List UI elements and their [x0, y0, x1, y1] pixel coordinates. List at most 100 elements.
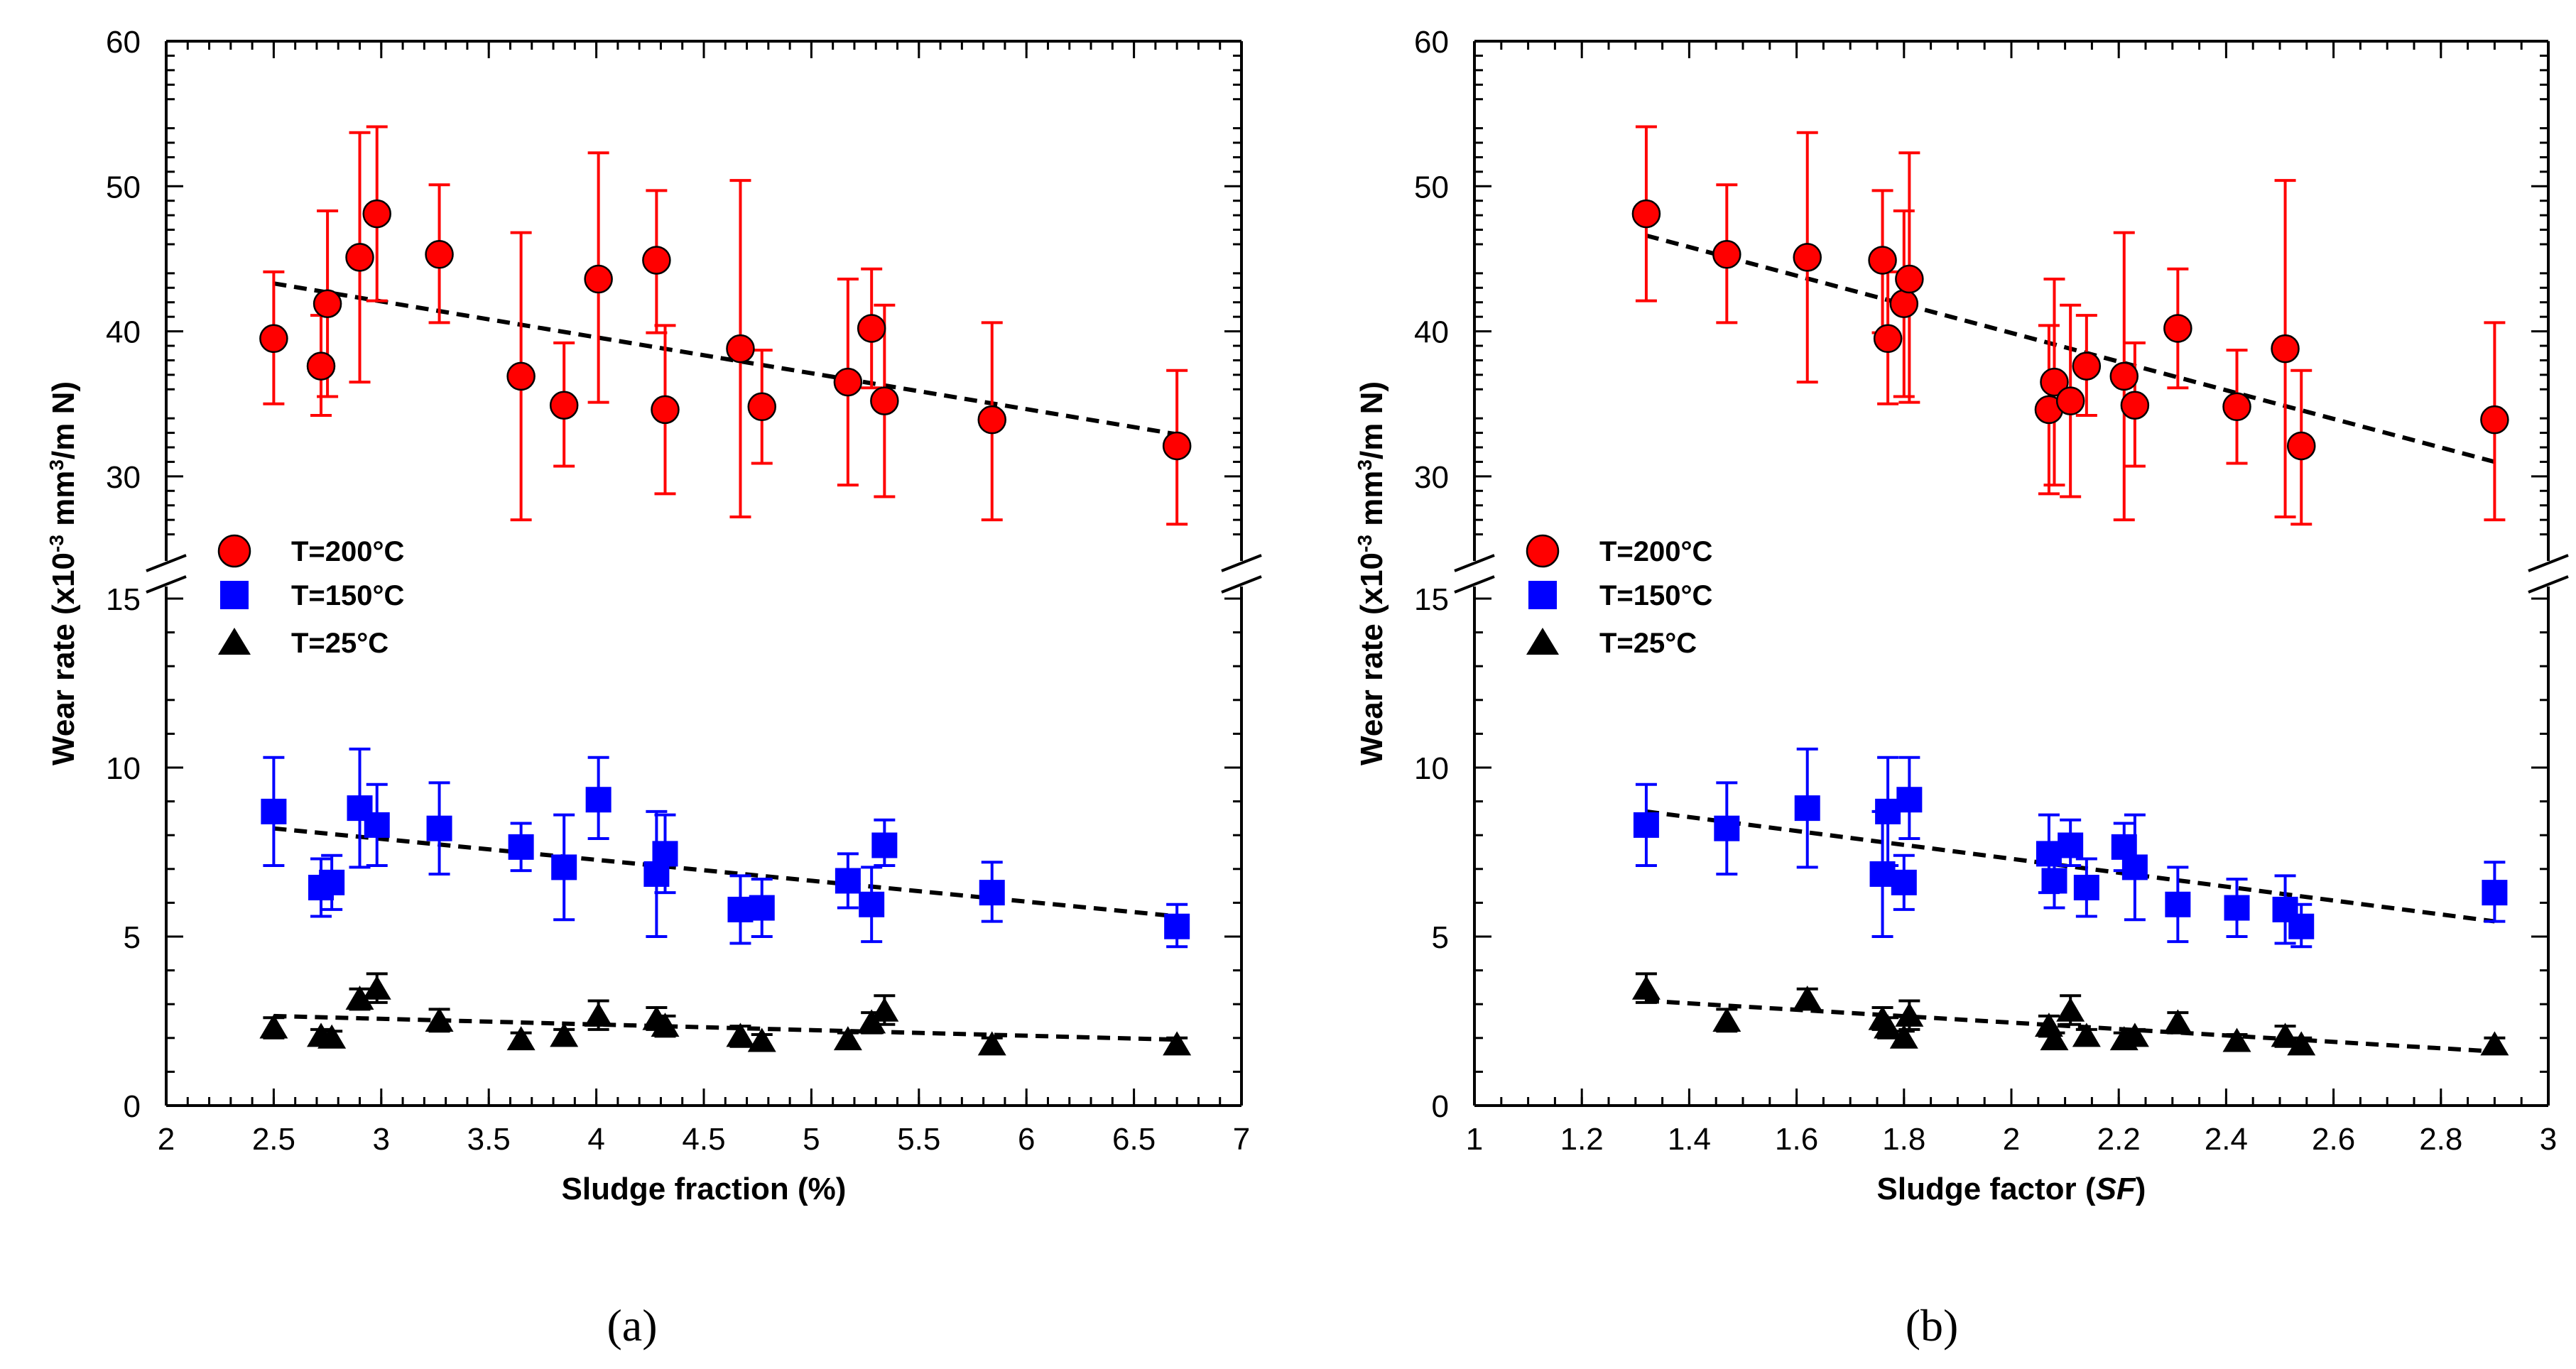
data-point — [2056, 997, 2085, 1022]
data-point — [2271, 1022, 2300, 1047]
data-point — [726, 1022, 755, 1047]
x-tick-label: 7 — [1233, 1122, 1250, 1157]
panel-label: (a) — [607, 1300, 657, 1351]
data-point — [364, 812, 390, 838]
series-square — [261, 747, 1190, 949]
x-axis-label-text: Sludge factor ( — [1877, 1172, 2096, 1206]
data-point — [1895, 1002, 1924, 1027]
data-point — [2121, 854, 2148, 880]
data-point — [261, 798, 287, 824]
data-point — [2058, 832, 2084, 858]
data-point — [1794, 795, 1820, 822]
axis-break-mark — [2528, 554, 2569, 572]
x-tick-label: 1.4 — [1668, 1122, 1711, 1157]
data-point — [2163, 1009, 2192, 1034]
x-tick-label: 3 — [373, 1122, 390, 1157]
x-tick-label: 1.6 — [1775, 1122, 1818, 1157]
chart-panel-b: 1 1.2 1.4 1.6 1.8 2 2.2 2.4 2.6 2.8 3 30 40 50 60 0 5 10 1… — [1354, 25, 2569, 1351]
data-point — [313, 289, 342, 319]
y-tick-label: 50 — [1414, 170, 1449, 204]
data-point — [1164, 913, 1190, 939]
x-tick-label: 2 — [158, 1122, 175, 1157]
legend-label: T=150°C — [291, 580, 404, 611]
y-axis-label-part: Wear rate (x10 — [46, 552, 81, 765]
y-tick-label: 50 — [106, 170, 141, 204]
panel-label: (b) — [1906, 1300, 1959, 1351]
x-tick-label: 4 — [587, 1122, 604, 1157]
data-point — [1889, 1024, 1918, 1049]
y-tick-label: 0 — [124, 1089, 141, 1124]
y-axis-label-part: /m N) — [46, 381, 81, 459]
data-point — [345, 243, 374, 272]
data-point — [1793, 986, 1822, 1010]
data-point — [1891, 869, 1917, 895]
x-tick-label: 3.5 — [467, 1122, 511, 1157]
data-point — [2286, 431, 2316, 461]
legend: T=200°C T=150°C T=25°C — [217, 534, 404, 659]
trend-line — [273, 1013, 1178, 1042]
legend-marker — [217, 534, 251, 568]
data-point — [1712, 1008, 1741, 1032]
data-point — [833, 367, 863, 397]
data-point — [1889, 289, 1919, 319]
x-tick-label: 5 — [803, 1122, 820, 1157]
data-point — [1869, 861, 1896, 887]
data-point — [425, 240, 454, 269]
data-point — [2480, 1031, 2509, 1056]
y-ticks — [166, 40, 1241, 1107]
data-point — [2072, 351, 2102, 381]
y-axis-label-part: -3 — [1354, 535, 1376, 552]
axis-break-mark — [146, 575, 187, 594]
data-point — [584, 264, 613, 294]
data-point — [2222, 392, 2251, 422]
data-point — [508, 834, 534, 860]
y-axis-label-part: mm — [1354, 471, 1389, 535]
data-point — [549, 391, 579, 420]
axis-break-mark — [1454, 554, 1495, 572]
data-point — [551, 854, 577, 880]
x-ticks — [165, 41, 1243, 1106]
trend-line — [273, 826, 1178, 919]
series-triangle — [1631, 972, 2509, 1056]
x-axis-label: Sludge fraction (%) — [562, 1172, 847, 1206]
axis-break-mark — [1221, 554, 1262, 572]
y-tick-label: 10 — [1414, 751, 1449, 786]
data-point — [977, 1031, 1006, 1056]
data-point — [979, 880, 1005, 906]
x-tick-label: 2.8 — [2419, 1122, 2462, 1157]
y-axis-label: Wear rate (x10-3 mm3/m N) — [45, 381, 82, 765]
data-point — [871, 832, 898, 858]
data-point — [833, 1026, 862, 1051]
y-tick-label: 30 — [1414, 460, 1449, 495]
y-axis-label-part: Wear rate (x10 — [1354, 552, 1389, 765]
data-point — [2055, 386, 2085, 415]
y-tick-label: 15 — [106, 582, 141, 617]
data-point — [652, 841, 678, 867]
data-point — [835, 868, 861, 894]
axis-break-mark — [1454, 575, 1495, 594]
y-tick-label: 5 — [1432, 920, 1449, 955]
y-tick-label: 15 — [1414, 582, 1449, 617]
data-point — [1712, 240, 1741, 269]
y-tick-label: 40 — [106, 315, 141, 350]
y-axis-label-part: mm — [46, 471, 81, 535]
x-tick-label: 6.5 — [1112, 1122, 1156, 1157]
data-point — [2040, 1026, 2069, 1051]
data-point — [2072, 1022, 2101, 1047]
data-point — [642, 246, 671, 275]
x-tick-label: 4.5 — [682, 1122, 725, 1157]
data-point — [259, 324, 288, 354]
axis-break-mark — [146, 554, 187, 572]
y-tick-label: 60 — [1414, 25, 1449, 60]
legend-label: T=200°C — [1599, 536, 1712, 567]
x-tick-label: 1.2 — [1560, 1122, 1604, 1157]
data-point — [1895, 264, 1924, 294]
legend-label: T=200°C — [291, 536, 404, 567]
data-point — [651, 1013, 680, 1037]
data-point — [2120, 1022, 2149, 1047]
data-point — [506, 361, 536, 391]
x-tick-label: 1.8 — [1882, 1122, 1925, 1157]
data-point — [2036, 841, 2062, 867]
x-tick-label: 2.4 — [2205, 1122, 2248, 1157]
legend-label: T=25°C — [291, 628, 388, 659]
